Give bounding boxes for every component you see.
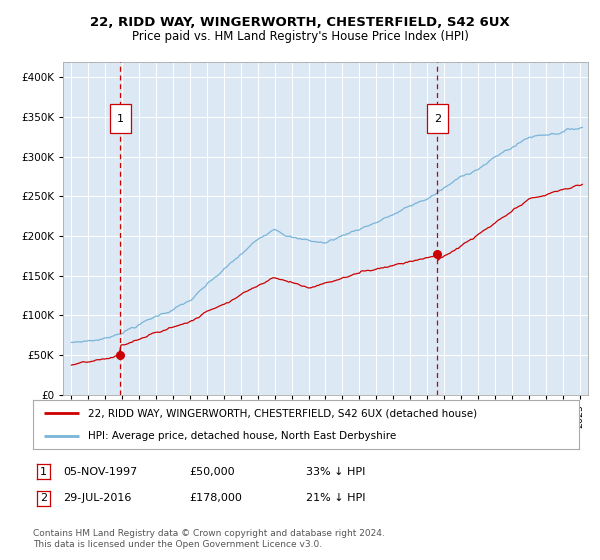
Text: 21% ↓ HPI: 21% ↓ HPI — [306, 493, 365, 503]
Text: 1: 1 — [117, 114, 124, 124]
Text: 1: 1 — [40, 466, 47, 477]
Text: 22, RIDD WAY, WINGERWORTH, CHESTERFIELD, S42 6UX: 22, RIDD WAY, WINGERWORTH, CHESTERFIELD,… — [90, 16, 510, 29]
Text: 29-JUL-2016: 29-JUL-2016 — [63, 493, 131, 503]
Text: HPI: Average price, detached house, North East Derbyshire: HPI: Average price, detached house, Nort… — [88, 431, 396, 441]
Text: £50,000: £50,000 — [189, 466, 235, 477]
Text: 2: 2 — [40, 493, 47, 503]
Text: Contains HM Land Registry data © Crown copyright and database right 2024.
This d: Contains HM Land Registry data © Crown c… — [33, 529, 385, 549]
Text: £178,000: £178,000 — [189, 493, 242, 503]
Text: 05-NOV-1997: 05-NOV-1997 — [63, 466, 137, 477]
Text: 22, RIDD WAY, WINGERWORTH, CHESTERFIELD, S42 6UX (detached house): 22, RIDD WAY, WINGERWORTH, CHESTERFIELD,… — [88, 408, 477, 418]
Text: 33% ↓ HPI: 33% ↓ HPI — [306, 466, 365, 477]
Text: 2: 2 — [434, 114, 441, 124]
Text: Price paid vs. HM Land Registry's House Price Index (HPI): Price paid vs. HM Land Registry's House … — [131, 30, 469, 43]
FancyBboxPatch shape — [427, 105, 448, 133]
FancyBboxPatch shape — [110, 105, 131, 133]
